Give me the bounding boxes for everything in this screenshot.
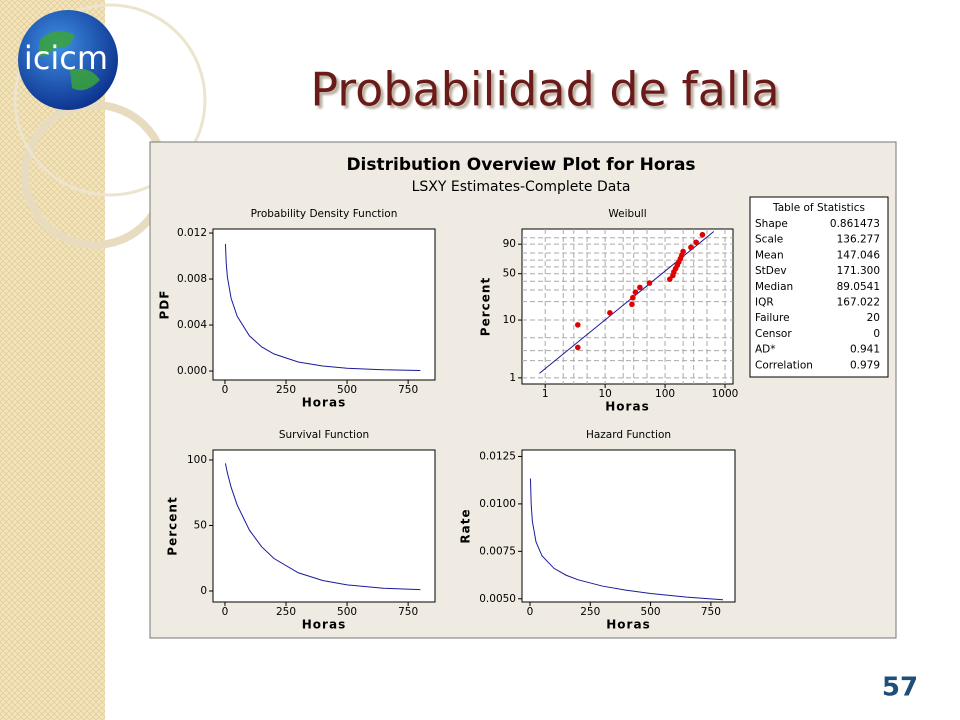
curve xyxy=(529,478,723,601)
stat-value: 136.277 xyxy=(837,234,880,246)
data-point xyxy=(575,344,581,351)
figure-title: Distribution Overview Plot for Horas xyxy=(346,155,695,175)
y-tick-label: 100 xyxy=(187,454,207,466)
x-tick-label: 250 xyxy=(276,384,296,396)
plot-area xyxy=(212,228,436,381)
stat-value: 0.861473 xyxy=(830,218,880,230)
logo-text: icicm xyxy=(24,39,108,77)
x-tick-label: 0 xyxy=(527,606,534,618)
stat-label: Scale xyxy=(755,234,783,246)
x-tick-label: 250 xyxy=(276,606,296,618)
plot-area xyxy=(521,228,734,385)
y-tick-label: 50 xyxy=(194,519,207,531)
data-point xyxy=(667,276,673,282)
data-point xyxy=(646,280,653,286)
slide-title: Probabilidad de falla xyxy=(310,63,779,117)
y-tick-label: 90 xyxy=(503,238,516,250)
chart-title: Hazard Function xyxy=(586,429,671,441)
stat-value: 0.941 xyxy=(850,344,880,356)
x-axis-label: Horas xyxy=(605,400,649,414)
y-axis-label: PDF xyxy=(158,290,172,320)
stat-label: StDev xyxy=(755,265,787,277)
y-axis-label: Rate xyxy=(459,508,473,543)
curve xyxy=(224,243,421,371)
stat-label: IQR xyxy=(755,297,774,309)
x-axis-label: Horas xyxy=(606,618,650,632)
data-point xyxy=(607,309,613,316)
data-point xyxy=(630,294,636,301)
x-tick-label: 250 xyxy=(580,606,600,618)
y-tick-label: 10 xyxy=(503,314,516,326)
x-tick-label: 100 xyxy=(655,388,675,400)
stat-label: Failure xyxy=(755,312,790,324)
data-point xyxy=(680,248,686,255)
y-axis-label: Percent xyxy=(166,496,180,555)
y-tick-label: 0.0100 xyxy=(479,498,516,510)
stat-label: Mean xyxy=(755,249,784,261)
x-axis-label: Horas xyxy=(302,618,346,632)
y-tick-label: 0 xyxy=(200,585,207,597)
y-tick-label: 1 xyxy=(509,372,516,384)
decor-ring xyxy=(13,3,207,197)
statistics-box xyxy=(749,196,889,378)
data-point xyxy=(699,231,706,238)
data-point xyxy=(693,239,699,246)
stat-label: Shape xyxy=(755,218,788,230)
y-tick-label: 0.008 xyxy=(177,273,207,285)
stat-value: 0.979 xyxy=(850,359,880,371)
x-tick-label: 1000 xyxy=(712,388,739,400)
data-point xyxy=(629,301,635,308)
x-tick-label: 500 xyxy=(337,606,357,618)
x-tick-label: 0 xyxy=(222,384,229,396)
stat-label: Censor xyxy=(755,328,792,340)
y-axis-label: Percent xyxy=(479,277,493,336)
data-point xyxy=(632,289,639,295)
x-tick-label: 10 xyxy=(598,388,611,400)
stat-label: AD* xyxy=(755,344,776,356)
stat-label: Correlation xyxy=(755,359,813,371)
y-tick-label: 50 xyxy=(503,268,516,280)
fit-line xyxy=(539,231,715,374)
x-tick-label: 750 xyxy=(398,384,418,396)
x-tick-label: 1 xyxy=(542,388,549,400)
y-tick-label: 0.000 xyxy=(177,365,207,377)
chart-title: Probability Density Function xyxy=(251,208,398,220)
data-point xyxy=(637,284,643,291)
x-tick-label: 500 xyxy=(641,606,661,618)
x-axis-label: Horas xyxy=(302,396,346,410)
x-tick-label: 500 xyxy=(337,384,357,396)
x-tick-label: 750 xyxy=(398,606,418,618)
stat-value: 167.022 xyxy=(837,297,880,309)
data-point xyxy=(688,244,694,251)
stat-label: Median xyxy=(755,281,793,293)
y-tick-label: 0.0075 xyxy=(479,545,516,557)
logo-land xyxy=(38,31,100,91)
x-tick-label: 750 xyxy=(701,606,721,618)
y-tick-label: 0.004 xyxy=(177,319,207,331)
page-number: 57 xyxy=(882,673,918,703)
curve xyxy=(224,463,421,591)
y-tick-label: 0.0125 xyxy=(479,450,516,462)
stat-value: 89.0541 xyxy=(837,281,880,293)
plot-area xyxy=(521,449,736,603)
chart-title: Weibull xyxy=(608,208,646,220)
x-tick-label: 0 xyxy=(222,606,229,618)
y-tick-label: 0.0050 xyxy=(479,593,516,605)
stat-value: 147.046 xyxy=(837,249,881,261)
y-tick-label: 0.012 xyxy=(177,227,207,239)
statistics-title: Table of Statistics xyxy=(772,202,865,214)
chart-title: Survival Function xyxy=(279,429,369,441)
plot-area xyxy=(212,449,436,603)
data-point xyxy=(575,322,581,328)
stat-value: 20 xyxy=(867,312,880,324)
stat-value: 0 xyxy=(873,328,880,340)
stat-value: 171.300 xyxy=(837,265,880,277)
figure-subtitle: LSXY Estimates-Complete Data xyxy=(412,179,631,195)
